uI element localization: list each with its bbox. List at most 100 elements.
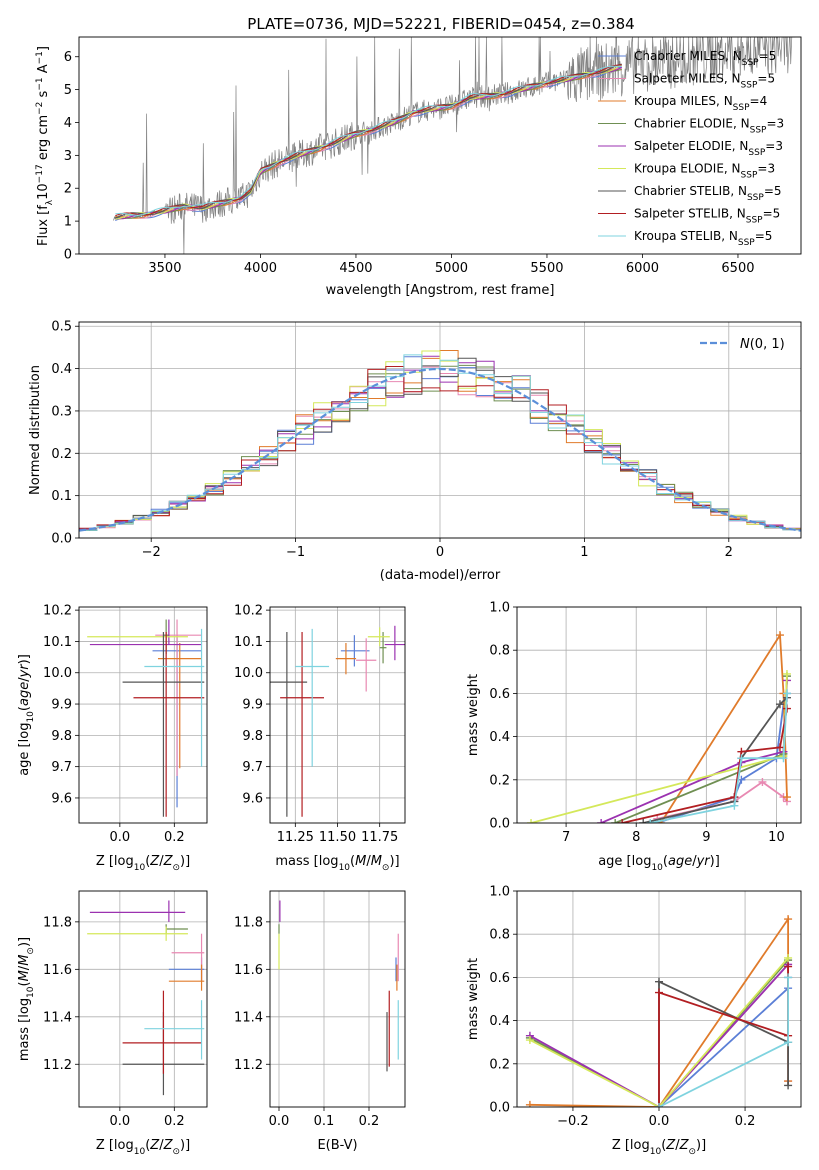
mass-weight-marker [525,1100,534,1107]
spectrum-frame [78,36,802,255]
age_vs_Z-xtick-label: 0.0 [110,830,131,845]
residuals-ytick-label: 0.3 [51,404,72,419]
errorbar-point [295,628,330,767]
age_vs_Z-plot-area [87,619,205,817]
age_vs_mass-ytick-label: 10.2 [234,604,263,619]
legend-label: Chabrier ELODIE, NSSP=3 [634,117,784,136]
mass-weight-marker [775,700,784,709]
mass_vs_EBV-ytick-label: 11.8 [234,915,263,930]
age_vs_mass-ytick-label: 10.0 [234,666,263,681]
mass-weight-line-chabrier-elodie [529,959,789,1107]
mass_weight_vs_age-ytick-label: 0.2 [489,773,510,788]
age_vs_Z-ytick-label: 10.0 [43,666,72,681]
residuals-frame [78,321,802,539]
mass_weight_vs_Z-plot-area [525,915,793,1107]
mass-weight-marker [782,793,791,802]
errorbar-point [144,628,205,767]
mass_vs_Z-xlabel: Z [log10(Z/Z⊙)] [96,1138,190,1157]
mass-weight-marker [611,819,620,823]
legend-label: Chabrier MILES, NSSP=5 [634,49,776,68]
age_vs_Z-ylabel: age [log10(age/yr)] [17,654,36,776]
mass-weight-marker [646,819,655,823]
age_vs_mass-panel: 11.25 11.50 11.75 9.6 9.7 9.8 9.9 10.0 10.1 10.2 m… [234,604,406,873]
mass-weight-marker [737,754,746,763]
age_vs_mass-ytick-label: 9.9 [242,698,263,713]
errorbar-point [89,900,186,922]
age_vs_mass-plot-area [270,625,405,817]
mass-weight-marker [527,819,536,823]
mass_vs_Z-panel: 0.0 0.2 11.2 11.4 11.6 11.8 Z [log10(Z/Z⊙)] mas… [17,890,208,1157]
errorbar-point [168,964,205,991]
age_vs_Z-xlabel: Z [log10(Z/Z⊙)] [96,854,190,873]
mass_weight_vs_age-ytick-label: 1.0 [489,601,510,616]
figure-title: PLATE=0736, MJD=52221, FIBERID=0454, z=0… [247,15,634,33]
mass-weight-marker [784,953,793,962]
model-spectrum-kroupa-stelib [115,65,622,216]
errorbar-point [367,627,390,647]
mass_weight_vs_age-xtick-label: 10 [768,830,785,845]
mass_weight_vs_age-ylabel: mass weight [466,674,481,756]
errorbar-point [122,990,202,1074]
residuals-xtick-label: 1 [580,545,588,560]
mass-weight-line-salpeter-stelib [621,708,788,823]
mass-weight-marker [784,915,793,924]
mass-weight-marker [639,819,648,823]
age_vs_Z-ytick-label: 10.2 [43,604,72,619]
mass_vs_Z-ytick-label: 11.4 [43,1010,72,1025]
age_vs_mass-xtick-label: 11.25 [277,830,314,845]
mass_weight_vs_Z-ytick-label: 1.0 [489,885,510,900]
mass-weight-marker [775,743,784,752]
mass_weight_vs_age-ytick-label: 0.4 [489,730,510,745]
mass_weight_vs_Z-xlabel: Z [log10(Z/Z⊙)] [612,1138,706,1157]
spectrum-xtick-label: 6000 [626,261,659,276]
errorbar-point [144,1000,205,1060]
spectrum-xtick-label: 6500 [721,261,754,276]
errorbar-point [356,638,377,692]
mass_vs_EBV-xtick-label: 0.0 [269,1114,290,1129]
errorbar-point [270,632,308,817]
mass_weight_vs_Z-ytick-label: 0.2 [489,1057,510,1072]
age_vs_mass-frame [269,606,406,824]
mass_weight_vs_Z-ylabel: mass weight [466,958,481,1040]
residuals-plot-area [79,350,801,538]
age_vs_Z-ytick-label: 9.7 [51,760,72,775]
mass-weight-line-kroupa-miles [660,632,788,823]
mass_weight_vs_age-plot-area [527,631,791,823]
residuals-panel: −2 −1 0 1 2 0.0 0.1 0.2 0.3 0.4 0.5 N(0, 1) (data-mo… [28,320,802,583]
mass-weight-marker [784,1038,793,1047]
mass_weight_vs_Z-xtick-label: −0.2 [557,1114,589,1129]
age_vs_Z-frame [78,606,208,824]
mass-weight-marker [525,1036,534,1045]
mass_weight_vs_Z-xtick-label: 0.2 [735,1114,756,1129]
spectrum-ytick-label: 1 [64,215,72,230]
spectrum-xtick-label: 4500 [339,261,372,276]
mass_vs_EBV-xtick-label: 0.1 [314,1114,335,1129]
mass-weight-line-kroupa-stelib [658,977,789,1107]
age_vs_Z-xtick-label: 0.2 [164,830,185,845]
mass_vs_Z-frame [78,890,208,1108]
mass_weight_vs_age-xlabel: age [log10(age/yr)] [598,854,720,873]
mass_weight_vs_Z-frame [516,890,802,1108]
mass_vs_EBV-xlabel: E(B-V) [317,1138,357,1153]
mass_vs_Z-xtick-label: 0.0 [110,1114,131,1129]
errorbar-point [280,632,324,817]
spectrum-ytick-label: 4 [64,116,72,131]
age_vs_mass-xtick-label: 11.75 [361,830,398,845]
mass_weight_vs_age-xtick-label: 7 [562,830,570,845]
age_vs_mass-ytick-label: 9.7 [242,760,263,775]
mass-weight-marker [758,777,767,786]
legend-label: Salpeter ELODIE, NSSP=3 [634,139,783,158]
spectrum-xtick-label: 5500 [530,261,563,276]
mass_vs_Z-ytick-label: 11.8 [43,915,72,930]
mass_vs_EBV-ytick-label: 11.4 [234,1010,263,1025]
mass_weight_vs_age-ytick-label: 0.0 [489,817,510,832]
errorbar-point [335,643,357,675]
errorbar-point [165,924,188,934]
spectrum-ylabel: Flux [fλ10−17 erg cm−2 s−1 A−1] [35,46,55,246]
age_vs_mass-ytick-label: 9.6 [242,791,263,806]
residuals-xtick-label: −2 [142,545,161,560]
spectrum-xtick-label: 4000 [244,261,277,276]
spectrum-ytick-label: 2 [64,182,72,197]
mass-weight-line-kroupa-elodie [529,957,789,1107]
